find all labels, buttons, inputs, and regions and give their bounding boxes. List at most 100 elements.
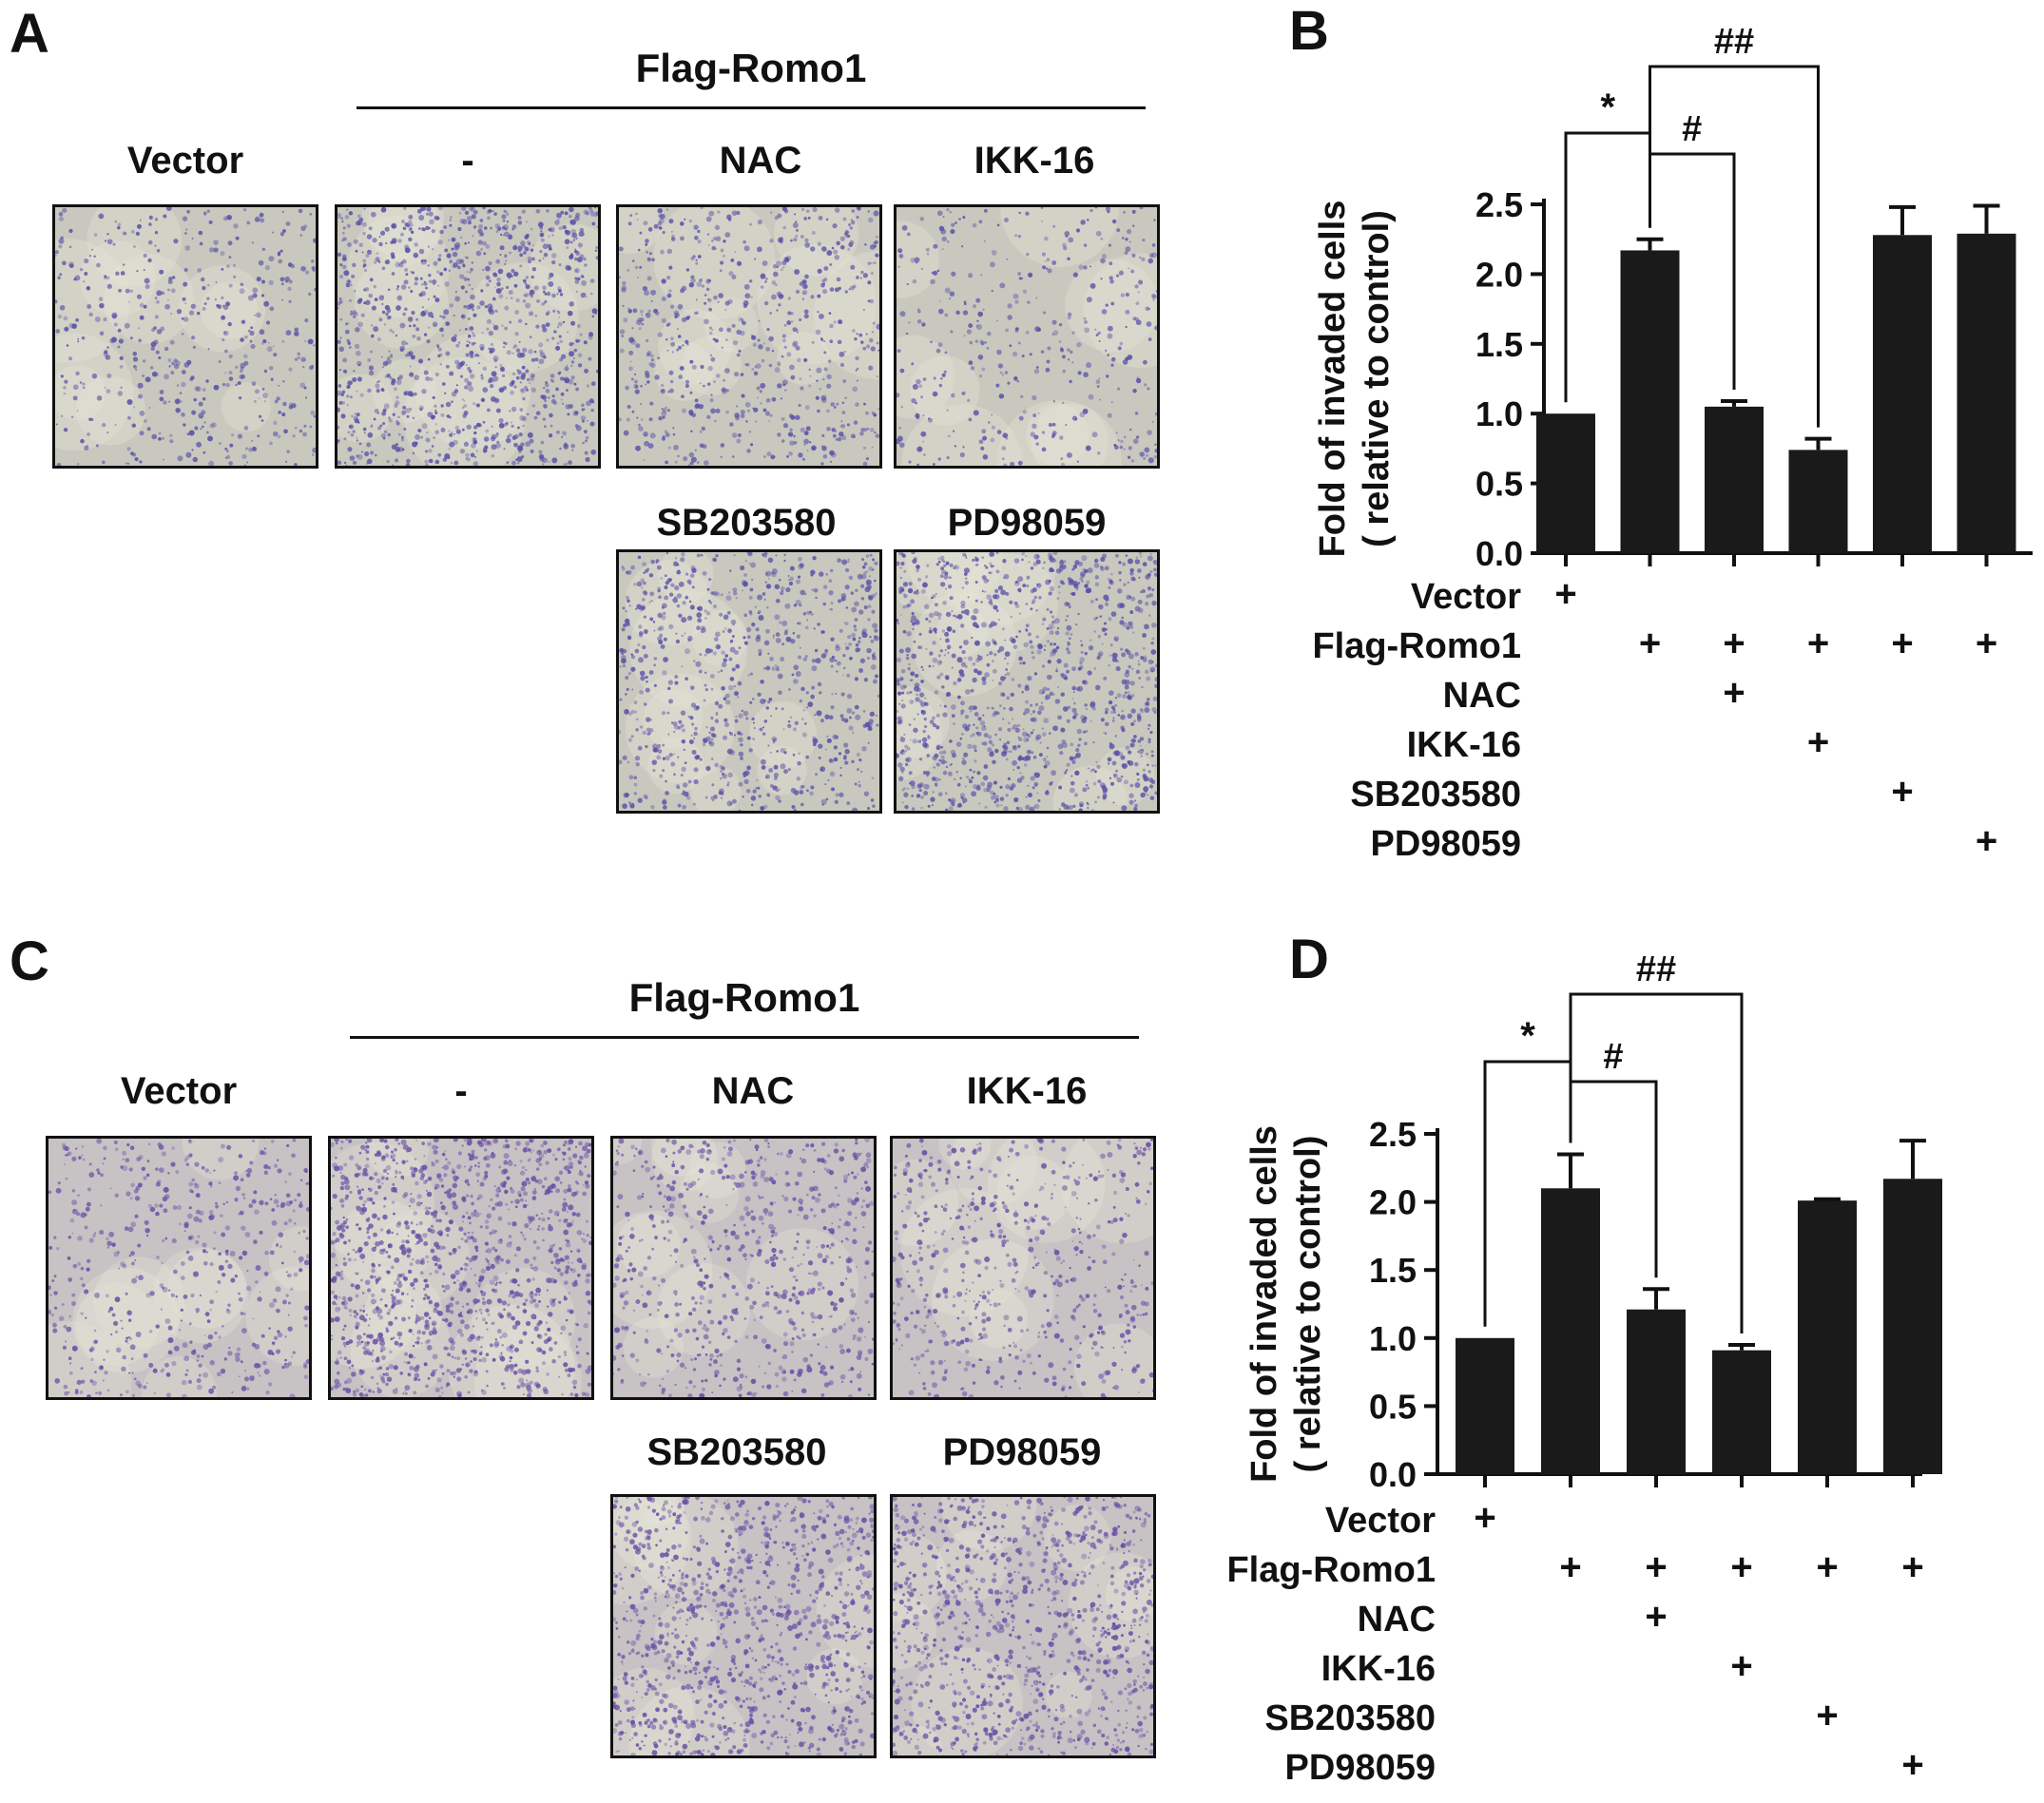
group-rule-c — [350, 1036, 1139, 1039]
y-axis-label: Fold of invaded cells — [1313, 201, 1353, 558]
treatment-mark: + — [1645, 1596, 1667, 1638]
group-title-c: Flag-Romo1 — [350, 975, 1139, 1021]
bar-2 — [1621, 250, 1680, 553]
condition-label-sb203580-c: SB203580 — [604, 1431, 870, 1474]
condition-label-romo1-a: - — [335, 140, 601, 182]
panel-letter-a: A — [10, 2, 49, 66]
y-tick-label: 1.0 — [1369, 1319, 1417, 1358]
micrograph-vector-c — [46, 1136, 312, 1400]
condition-label-vector-a: Vector — [52, 140, 318, 182]
treatment-mark: + — [1554, 573, 1576, 615]
micrograph-ikk16-c — [890, 1136, 1156, 1400]
condition-label-romo1-c: - — [328, 1070, 594, 1113]
condition-label-sb203580-a: SB203580 — [613, 502, 879, 545]
bar-chart-b: B 0.0 0.5 1.0 1.5 2.0 2.5 Fold of invaded cells… — [1255, 0, 2044, 874]
treatment-label-6: PD98059 — [1371, 824, 1521, 864]
condition-label-vector-c: Vector — [46, 1070, 312, 1113]
treatment-mark: + — [1891, 623, 1913, 664]
y-tick-label: 1.0 — [1475, 394, 1523, 433]
group-title-a: Flag-Romo1 — [357, 46, 1146, 91]
treatment-mark: + — [1723, 672, 1745, 714]
treatment-label-2: Flag-Romo1 — [1312, 626, 1521, 666]
condition-label-nac-a: NAC — [627, 140, 894, 182]
micrograph-romo1-a — [335, 204, 601, 469]
micrograph-nac-a — [616, 204, 882, 469]
significance-label-2: # — [1682, 109, 1702, 149]
micrograph-romo1-c — [328, 1136, 594, 1400]
micrograph-sb203580-a — [616, 549, 882, 814]
treatment-mark: + — [1891, 771, 1913, 813]
treatment-label-1: Vector — [1325, 1501, 1436, 1541]
micrograph-pd98059-a — [894, 549, 1160, 814]
treatment-mark: + — [1730, 1645, 1752, 1687]
bar-5 — [1798, 1200, 1857, 1474]
significance-label-3: ## — [1636, 949, 1676, 989]
panel-letter-c: C — [10, 930, 49, 993]
chart-d-container: D 0.0 0.5 1.0 1.5 2.0 2.5 Fold of invaded cells… — [1188, 930, 2006, 1798]
significance-label-1: * — [1600, 86, 1615, 128]
y-axis-label: Fold of invaded cells — [1244, 1125, 1284, 1483]
treatment-label-5: SB203580 — [1264, 1698, 1436, 1738]
y-tick-label: 0.0 — [1475, 534, 1523, 573]
treatment-mark: + — [1976, 820, 1997, 862]
condition-label-pd98059-a: PD98059 — [894, 502, 1160, 545]
panel-letter-d: D — [1289, 930, 1329, 990]
treatment-mark: + — [1807, 623, 1829, 664]
y-axis-label-sub: ( relative to control) — [1357, 210, 1397, 547]
micrograph-ikk16-a — [894, 204, 1160, 469]
treatment-mark: + — [1816, 1695, 1838, 1736]
condition-label-ikk16-a: IKK-16 — [901, 140, 1167, 182]
bar-1 — [1536, 413, 1595, 553]
treatment-mark: + — [1559, 1546, 1581, 1588]
y-tick-label: 0.0 — [1369, 1455, 1417, 1494]
bar-4 — [1712, 1351, 1771, 1474]
treatment-mark: + — [1730, 1546, 1752, 1588]
bar-5 — [1873, 235, 1932, 553]
treatment-mark: + — [1723, 623, 1745, 664]
treatment-mark: + — [1901, 1546, 1923, 1588]
treatment-mark: + — [1816, 1546, 1838, 1588]
significance-label-2: # — [1603, 1037, 1623, 1077]
treatment-mark: + — [1639, 623, 1661, 664]
y-tick-label: 0.5 — [1369, 1387, 1417, 1426]
treatment-label-6: PD98059 — [1285, 1748, 1436, 1788]
bar-chart-d: D 0.0 0.5 1.0 1.5 2.0 2.5 Fold of invaded cells… — [1188, 930, 2006, 1798]
bar-3 — [1705, 407, 1764, 553]
treatment-label-5: SB203580 — [1350, 775, 1521, 815]
treatment-label-3: NAC — [1443, 676, 1521, 716]
bar-1 — [1456, 1338, 1514, 1474]
condition-label-ikk16-c: IKK-16 — [894, 1070, 1160, 1113]
micrograph-pd98059-c — [890, 1494, 1156, 1758]
treatment-label-4: IKK-16 — [1321, 1649, 1436, 1689]
y-tick-label: 0.5 — [1475, 465, 1523, 504]
treatment-label-2: Flag-Romo1 — [1226, 1550, 1436, 1590]
condition-label-nac-c: NAC — [620, 1070, 886, 1113]
condition-label-pd98059-c: PD98059 — [889, 1431, 1155, 1474]
treatment-mark: + — [1645, 1546, 1667, 1588]
treatment-mark: + — [1976, 623, 1997, 664]
y-tick-label: 2.5 — [1475, 185, 1523, 224]
micrograph-vector-a — [52, 204, 318, 469]
micrograph-nac-c — [610, 1136, 877, 1400]
significance-label-1: * — [1520, 1015, 1535, 1057]
bar-6 — [1957, 234, 2016, 553]
y-tick-label: 2.0 — [1475, 255, 1523, 294]
bar-2 — [1541, 1188, 1600, 1474]
treatment-mark: + — [1901, 1744, 1923, 1786]
micrograph-sb203580-c — [610, 1494, 877, 1758]
treatment-mark: + — [1474, 1497, 1495, 1539]
y-tick-label: 2.5 — [1369, 1115, 1417, 1154]
bar-4 — [1789, 450, 1848, 553]
panel-letter-b: B — [1289, 0, 1329, 62]
y-tick-label: 1.5 — [1369, 1251, 1417, 1290]
treatment-mark: + — [1807, 721, 1829, 763]
significance-label-3: ## — [1714, 22, 1754, 62]
bar-3 — [1627, 1310, 1686, 1474]
y-tick-label: 2.0 — [1369, 1183, 1417, 1222]
treatment-label-1: Vector — [1411, 577, 1521, 617]
treatment-label-3: NAC — [1358, 1600, 1436, 1640]
chart-b-container: B 0.0 0.5 1.0 1.5 2.0 2.5 Fold of invaded cells… — [1255, 0, 2044, 874]
treatment-label-4: IKK-16 — [1407, 725, 1521, 765]
y-tick-label: 1.5 — [1475, 325, 1523, 364]
y-axis-label-sub: ( relative to control) — [1288, 1136, 1328, 1473]
